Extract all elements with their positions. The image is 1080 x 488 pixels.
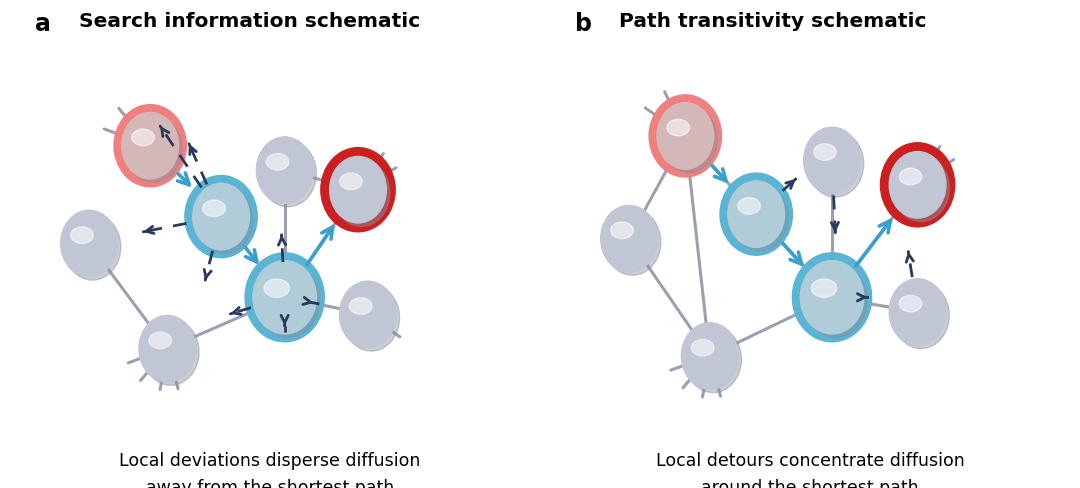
Ellipse shape	[70, 227, 93, 244]
Ellipse shape	[149, 332, 172, 349]
Ellipse shape	[604, 209, 661, 276]
Text: Local detours concentrate diffusion
around the shortest path: Local detours concentrate diffusion arou…	[656, 451, 964, 488]
Ellipse shape	[139, 316, 195, 382]
Ellipse shape	[900, 169, 922, 185]
Ellipse shape	[811, 279, 837, 298]
Ellipse shape	[245, 253, 324, 342]
Ellipse shape	[125, 117, 181, 183]
Ellipse shape	[807, 131, 864, 198]
Ellipse shape	[731, 185, 788, 251]
Ellipse shape	[893, 283, 949, 349]
Ellipse shape	[349, 298, 372, 315]
Ellipse shape	[889, 279, 946, 346]
Ellipse shape	[264, 279, 289, 298]
Ellipse shape	[64, 214, 121, 281]
Text: a: a	[36, 12, 51, 36]
Ellipse shape	[660, 107, 717, 173]
Ellipse shape	[197, 187, 253, 254]
Ellipse shape	[333, 161, 390, 227]
Ellipse shape	[610, 223, 633, 239]
Ellipse shape	[800, 261, 864, 334]
Text: Path transitivity schematic: Path transitivity schematic	[619, 12, 927, 31]
Ellipse shape	[691, 340, 714, 356]
Ellipse shape	[185, 176, 257, 258]
Ellipse shape	[685, 326, 742, 393]
Text: Local deviations disperse diffusion
away from the shortest path: Local deviations disperse diffusion away…	[119, 451, 421, 488]
Ellipse shape	[256, 264, 320, 338]
Ellipse shape	[666, 120, 689, 137]
Ellipse shape	[329, 157, 387, 224]
Ellipse shape	[720, 174, 793, 256]
Ellipse shape	[143, 319, 199, 386]
Ellipse shape	[203, 201, 226, 217]
Ellipse shape	[114, 105, 187, 187]
Ellipse shape	[253, 261, 316, 334]
Ellipse shape	[804, 264, 867, 338]
Ellipse shape	[600, 206, 658, 272]
Ellipse shape	[880, 143, 955, 227]
Ellipse shape	[804, 128, 861, 194]
Ellipse shape	[321, 148, 395, 232]
Text: b: b	[576, 12, 592, 36]
Ellipse shape	[122, 113, 178, 180]
Ellipse shape	[889, 152, 946, 219]
Ellipse shape	[738, 198, 760, 215]
Ellipse shape	[681, 323, 738, 389]
Ellipse shape	[342, 285, 400, 351]
Ellipse shape	[132, 130, 154, 146]
Text: Search information schematic: Search information schematic	[79, 12, 420, 31]
Ellipse shape	[60, 211, 118, 277]
Ellipse shape	[649, 96, 721, 178]
Ellipse shape	[339, 174, 362, 190]
Ellipse shape	[728, 182, 784, 248]
Ellipse shape	[813, 144, 836, 161]
Ellipse shape	[339, 282, 396, 348]
Ellipse shape	[256, 138, 313, 204]
Ellipse shape	[657, 103, 714, 170]
Ellipse shape	[793, 253, 872, 342]
Ellipse shape	[259, 141, 316, 207]
Ellipse shape	[192, 184, 249, 250]
Ellipse shape	[893, 156, 949, 222]
Ellipse shape	[267, 154, 289, 171]
Ellipse shape	[900, 296, 922, 312]
